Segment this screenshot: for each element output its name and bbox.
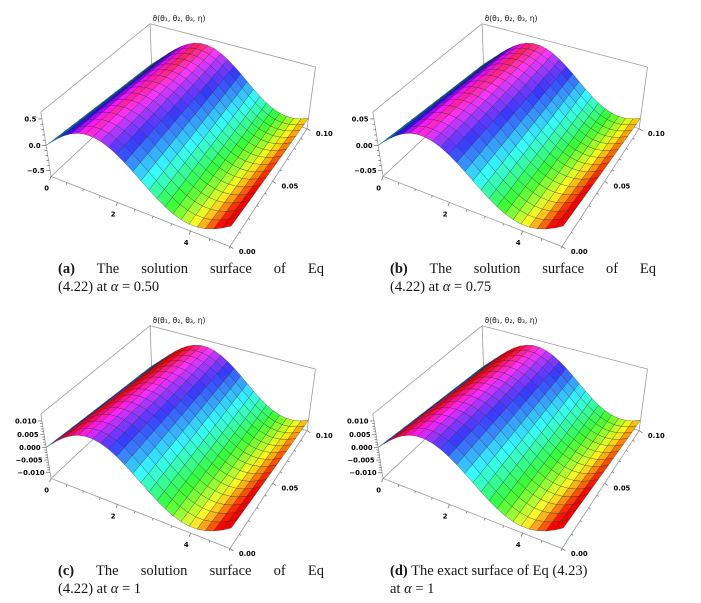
plot-title: ϑ(θ₁, θ₂, θ₃, η): [153, 14, 206, 23]
z-tick-label: −0.010: [349, 469, 376, 477]
caption-line2-post: = 0.75: [450, 279, 492, 295]
box-front-edges: [40, 325, 316, 549]
x-tick-label: 4: [516, 239, 521, 247]
caption-line1: (b) The solution surface of Eq: [390, 260, 656, 278]
caption-line1-text: The solution surface of Eq: [96, 261, 324, 277]
z-tick-label: 0.000: [351, 444, 373, 452]
x-tick-label: 4: [184, 541, 189, 549]
caption-line2-pre: at: [390, 581, 405, 597]
subfigure-c: 0 2 4 0.00 0.05 0.10 0.010 0.005 0.000 −0.005 −0.0…: [15, 308, 350, 598]
y-tick-label: 0.00: [571, 248, 588, 256]
axis-ticks: 0 2 4 0.00 0.05 0.10 0.010 0.005 0.000 −0.005 −0.0…: [15, 417, 333, 557]
z-tick-label: 0.005: [349, 431, 371, 439]
caption-line2-pre: (4.22) at: [390, 279, 443, 295]
x-tick-label: 0: [376, 185, 381, 193]
caption-line1: (c) The solution surface of Eq: [58, 562, 324, 580]
axis-ticks: 0 2 4 0.00 0.05 0.10 0.010 0.005 0.000 −0.005 −0.0…: [347, 417, 665, 557]
caption-line2-post: = 0.50: [118, 279, 160, 295]
axis-ticks: 0 2 4 0.00 0.05 0.10 0.05 0.00 −0.05: [352, 115, 665, 255]
z-tick-label: 0.010: [15, 417, 37, 425]
caption-line2-post: = 1: [118, 581, 142, 597]
z-tick-label: 0.05: [352, 115, 369, 123]
y-tick-label: 0.10: [648, 432, 665, 440]
caption-line2: at α = 1: [390, 580, 656, 598]
z-tick-label: 0.005: [17, 431, 39, 439]
alpha-symbol: α: [110, 279, 119, 295]
caption-label: (a): [58, 261, 75, 277]
subfigure-a: 0 2 4 0.00 0.05 0.10 0.5 0.0 −0.5 ϑ(θ₁, θ₂, θ₃, η…: [20, 6, 350, 296]
y-tick-label: 0.00: [239, 550, 256, 558]
z-tick-label: −0.005: [15, 457, 42, 465]
y-tick-label: 0.05: [614, 485, 631, 493]
caption-line2-pre: (4.22) at: [58, 581, 111, 597]
caption-line1: (a) The solution surface of Eq: [58, 260, 324, 278]
caption-line2-post: = 1: [411, 581, 435, 597]
x-tick-label: 2: [111, 211, 116, 219]
caption-line1-text: The solution surface of Eq: [96, 563, 324, 579]
y-tick-label: 0.05: [282, 485, 299, 493]
surface-plot-d: 0 2 4 0.00 0.05 0.10 0.010 0.005 0.000 −0.005 −0.0…: [347, 316, 665, 558]
caption-c: (c) The solution surface of Eq (4.22) at…: [58, 562, 324, 598]
surface-mesh: [377, 42, 641, 230]
x-tick-label: 0: [376, 487, 381, 495]
caption-label: (b): [390, 261, 408, 277]
axis-ticks: 0 2 4 0.00 0.05 0.10 0.5 0.0 −0.5: [24, 115, 333, 255]
y-tick-label: 0.00: [239, 248, 256, 256]
caption-line1-text: The solution surface of Eq: [429, 261, 656, 277]
surface-mesh: [45, 42, 309, 230]
caption-a: (a) The solution surface of Eq (4.22) at…: [58, 260, 324, 296]
plot-title: ϑ(θ₁, θ₂, θ₃, η): [485, 316, 538, 325]
x-tick-label: 2: [111, 513, 116, 521]
x-tick-label: 0: [44, 185, 49, 193]
y-tick-label: 0.10: [316, 432, 333, 440]
caption-line1: (d) The exact surface of Eq (4.23): [390, 562, 656, 580]
z-tick-label: 0.0: [29, 142, 41, 150]
caption-line2-pre: (4.22) at: [58, 279, 111, 295]
plot-title: ϑ(θ₁, θ₂, θ₃, η): [485, 14, 538, 23]
caption-label: (d): [390, 563, 408, 579]
x-tick-label: 4: [516, 541, 521, 549]
caption-label: (c): [58, 563, 75, 579]
z-tick-label: 0.000: [19, 444, 41, 452]
z-tick-label: 0.010: [347, 417, 369, 425]
alpha-symbol: α: [442, 279, 451, 295]
y-tick-label: 0.10: [648, 130, 665, 138]
subfigure-b: 0 2 4 0.00 0.05 0.10 0.05 0.00 −0.05 ϑ(θ₁, θ₂, θ₃…: [352, 6, 682, 296]
x-tick-label: 4: [184, 239, 189, 247]
y-tick-label: 0.05: [282, 183, 299, 191]
caption-line1-text: The exact surface of Eq (4.23): [411, 563, 588, 579]
plot-title: ϑ(θ₁, θ₂, θ₃, η): [153, 316, 206, 325]
z-tick-label: −0.005: [347, 457, 374, 465]
z-tick-label: 0.00: [356, 142, 373, 150]
z-tick-label: −0.5: [27, 167, 45, 175]
x-tick-label: 2: [443, 513, 448, 521]
subfigure-d: 0 2 4 0.00 0.05 0.10 0.010 0.005 0.000 −0.005 −0.0…: [347, 308, 682, 598]
caption-line2: (4.22) at α = 1: [58, 580, 324, 598]
surface-mesh: [377, 344, 641, 532]
surface-plot-b: 0 2 4 0.00 0.05 0.10 0.05 0.00 −0.05 ϑ(θ₁, θ₂, θ₃…: [352, 14, 665, 256]
y-tick-label: 0.00: [571, 550, 588, 558]
surface-plot-a: 0 2 4 0.00 0.05 0.10 0.5 0.0 −0.5 ϑ(θ₁, θ₂, θ₃, η…: [24, 14, 333, 256]
z-tick-label: −0.05: [354, 167, 377, 175]
x-tick-label: 0: [44, 487, 49, 495]
x-tick-label: 2: [443, 211, 448, 219]
z-tick-label: −0.010: [17, 469, 44, 477]
alpha-symbol: α: [404, 581, 412, 597]
box-front-edges: [372, 325, 648, 549]
surface-plot-c: 0 2 4 0.00 0.05 0.10 0.010 0.005 0.000 −0.005 −0.0…: [15, 316, 333, 558]
alpha-symbol: α: [110, 581, 119, 597]
caption-b: (b) The solution surface of Eq (4.22) at…: [390, 260, 656, 296]
y-tick-label: 0.05: [614, 183, 631, 191]
z-tick-label: 0.5: [24, 115, 36, 123]
caption-d: (d) The exact surface of Eq (4.23) at α …: [390, 562, 656, 598]
y-tick-label: 0.10: [316, 130, 333, 138]
caption-line2: (4.22) at α = 0.75: [390, 278, 656, 296]
caption-line2: (4.22) at α = 0.50: [58, 278, 324, 296]
surface-mesh: [45, 344, 309, 532]
